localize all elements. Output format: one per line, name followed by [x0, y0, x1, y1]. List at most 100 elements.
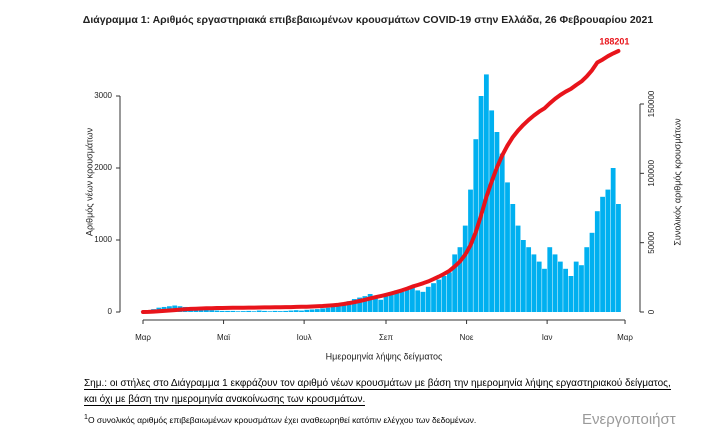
- bar: [594, 211, 600, 312]
- bar: [272, 310, 278, 312]
- y2-tick-label: 100000: [647, 159, 656, 186]
- bar: [235, 311, 241, 312]
- bar: [230, 310, 236, 312]
- bar: [309, 309, 315, 312]
- bar: [209, 310, 215, 312]
- x-tick-label: Σεπ: [379, 333, 394, 342]
- bar: [240, 311, 246, 312]
- bar: [557, 261, 563, 312]
- bar: [478, 96, 484, 313]
- bar: [489, 110, 495, 312]
- bar: [431, 283, 436, 312]
- bar: [589, 232, 595, 312]
- bar: [616, 204, 621, 312]
- bar: [251, 311, 257, 312]
- bar: [425, 286, 431, 312]
- x-tick-label: Μαρ: [617, 333, 633, 342]
- bar: [536, 261, 542, 312]
- bar: [600, 196, 605, 312]
- bar: [457, 247, 463, 312]
- bar: [399, 291, 405, 312]
- bar: [526, 247, 532, 312]
- bar: [568, 276, 574, 312]
- bar: [552, 254, 558, 312]
- bar: [304, 309, 310, 312]
- bar: [579, 265, 584, 312]
- footnote-mark: 1: [84, 413, 88, 421]
- bar: [383, 296, 389, 312]
- bar: [283, 310, 289, 312]
- bar: [462, 225, 468, 312]
- bar: [262, 310, 267, 312]
- y2-tick-label: 0: [647, 309, 656, 314]
- bar: [373, 297, 378, 312]
- y-axis-title: Αριθμός νέων κρουσμάτων: [84, 127, 94, 236]
- bar: [584, 247, 590, 312]
- bar: [378, 299, 384, 312]
- bar: [325, 307, 331, 312]
- bar: [198, 309, 204, 312]
- bar: [542, 268, 547, 312]
- chart-title: Διάγραμμα 1: Αριθμός εργαστηριακά επιβεβ…: [83, 14, 654, 26]
- bar: [256, 310, 262, 312]
- y-tick-label: 0: [108, 307, 113, 316]
- end-label: 188201: [599, 36, 629, 46]
- y-tick-label: 3000: [94, 91, 112, 100]
- bar: [515, 225, 521, 312]
- bar: [219, 310, 225, 312]
- x-axis-title: Ημερομηνία λήψης δείγματος: [326, 351, 443, 361]
- bar: [388, 294, 394, 312]
- bar: [357, 297, 362, 312]
- bar: [610, 168, 616, 312]
- bar: [320, 308, 326, 312]
- bar: [605, 189, 611, 312]
- bar: [394, 290, 399, 312]
- bar: [520, 240, 526, 312]
- bar: [336, 305, 341, 312]
- bar: [415, 290, 421, 312]
- bar: [494, 132, 500, 312]
- y-tick-label: 2000: [94, 163, 112, 172]
- bar: [203, 309, 209, 312]
- bar: [214, 310, 220, 312]
- bar: [299, 310, 304, 312]
- y2-axis-title: Συνολικός αριθμός κρουσμάτων: [672, 118, 682, 246]
- bar: [573, 261, 579, 312]
- footnote: 1Ο συνολικός αριθμός επιβεβαιωμένων κρου…: [84, 413, 476, 425]
- bar: [505, 182, 510, 312]
- footnote-text: Ο συνολικός αριθμός επιβεβαιωμένων κρουσ…: [87, 414, 477, 425]
- bar: [420, 291, 426, 312]
- y2-tick-label: 150000: [647, 90, 656, 117]
- bar: [404, 288, 410, 312]
- x-tick-label: Νοε: [460, 333, 474, 342]
- note: Σημ.: οι στήλες στο Διάγραμμα 1 εκφράζου…: [84, 376, 684, 408]
- watermark: Ενεργοποιήστ: [582, 411, 676, 428]
- bar: [468, 189, 473, 312]
- bar: [452, 254, 458, 312]
- bar: [225, 310, 230, 312]
- bar: [246, 310, 252, 312]
- bar: [267, 311, 273, 312]
- y-tick-label: 1000: [94, 235, 112, 244]
- x-tick-label: Ιαν: [542, 333, 553, 342]
- bar: [441, 276, 447, 312]
- chart: Διάγραμμα 1: Αριθμός εργαστηριακά επιβεβ…: [83, 14, 683, 362]
- bar: [367, 294, 373, 312]
- bar: [547, 247, 553, 312]
- bar: [351, 299, 357, 312]
- bar: [330, 306, 336, 312]
- bar: [499, 153, 505, 312]
- bar: [436, 279, 442, 312]
- bar: [293, 310, 299, 312]
- bar: [341, 304, 347, 312]
- bar: [346, 301, 352, 312]
- bar: [531, 254, 537, 312]
- bar: [362, 296, 368, 312]
- bar: [446, 272, 452, 312]
- bar: [277, 311, 283, 312]
- x-tick-label: Ιουλ: [297, 333, 312, 342]
- bar: [510, 204, 516, 312]
- bar: [410, 286, 415, 312]
- bar: [288, 310, 294, 312]
